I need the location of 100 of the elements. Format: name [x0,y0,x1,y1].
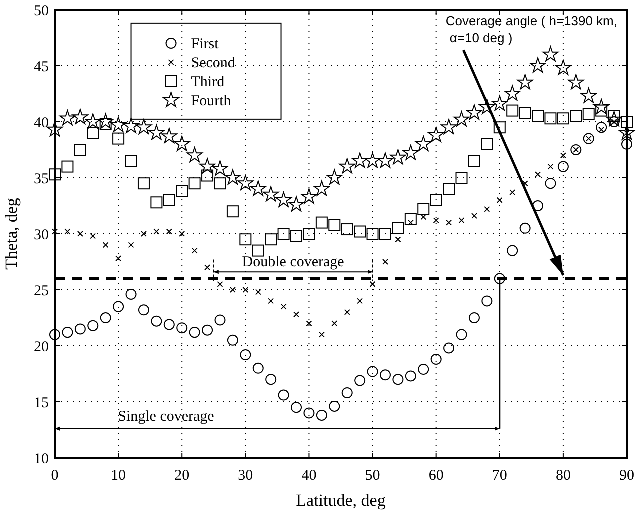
point [332,320,338,327]
y-tick-label: 25 [34,283,49,300]
point [318,332,325,338]
point [138,304,150,316]
point [504,86,521,101]
point [136,119,152,134]
point [468,312,480,324]
point [240,349,252,360]
point [418,203,430,216]
point [280,304,287,310]
point [125,155,138,168]
point [339,158,356,174]
point [288,196,305,212]
point [217,281,224,288]
point [570,110,582,122]
point [379,228,392,240]
point [482,296,493,307]
point [618,124,636,140]
point [454,111,470,127]
point [433,218,440,224]
point [357,298,364,304]
point [62,327,74,338]
point [458,218,465,224]
y-tick-label: 40 [34,115,49,132]
point [468,155,480,168]
annotation: Coverage angle ( h=1390 km, α=10 deg ) [446,14,618,46]
point [548,164,554,170]
point [542,46,559,62]
point [163,194,176,206]
point [430,194,442,206]
point [420,214,427,220]
y-tick-label: 20 [34,339,49,356]
point [507,245,518,256]
point [418,364,430,376]
point [294,312,300,318]
point [263,186,280,202]
point [510,190,516,196]
point [535,172,542,178]
point [128,242,134,248]
point [395,236,402,243]
point [265,234,278,246]
point [100,312,112,324]
point [494,273,506,284]
point [74,324,86,335]
point [545,178,556,190]
point [90,233,96,240]
point [370,281,376,288]
point [202,324,214,336]
point [522,180,528,187]
point [72,109,88,124]
point [326,170,343,185]
x-tick-label: 40 [302,468,317,484]
point [151,316,162,327]
point [189,327,200,338]
point [126,288,137,300]
point [74,144,86,156]
point [174,136,190,152]
point [606,111,622,127]
y-tick-label: 30 [34,227,49,244]
point [530,58,546,73]
point [622,138,632,150]
point [405,370,416,382]
point [342,388,353,399]
legend-label: Second [191,56,236,72]
point [238,175,254,190]
point [466,104,482,120]
point [49,168,61,181]
point [64,228,71,235]
point [110,116,127,132]
point [444,342,455,354]
point [98,114,114,129]
point [568,74,584,90]
point [200,158,216,174]
point [113,301,124,312]
point [112,132,125,145]
point [240,234,252,246]
point [138,178,150,190]
point [316,216,328,229]
point [519,107,532,120]
point [392,222,404,234]
point [252,362,264,374]
point [176,322,188,334]
annotation: Single coverage [118,409,215,426]
point [416,136,432,152]
point [140,231,147,237]
point [471,213,478,220]
point [367,366,378,378]
point [341,224,354,236]
x-tick-label: 0 [51,468,59,484]
legend-label: First [191,36,220,53]
point [582,108,595,120]
y-axis-title: Theta, deg [2,198,21,270]
y-tick-label: 45 [34,59,49,76]
point [88,320,99,332]
point [214,178,226,190]
point [402,144,419,160]
point [354,375,366,386]
y-tick-label: 15 [34,395,49,412]
point [224,170,241,185]
point [392,374,404,386]
